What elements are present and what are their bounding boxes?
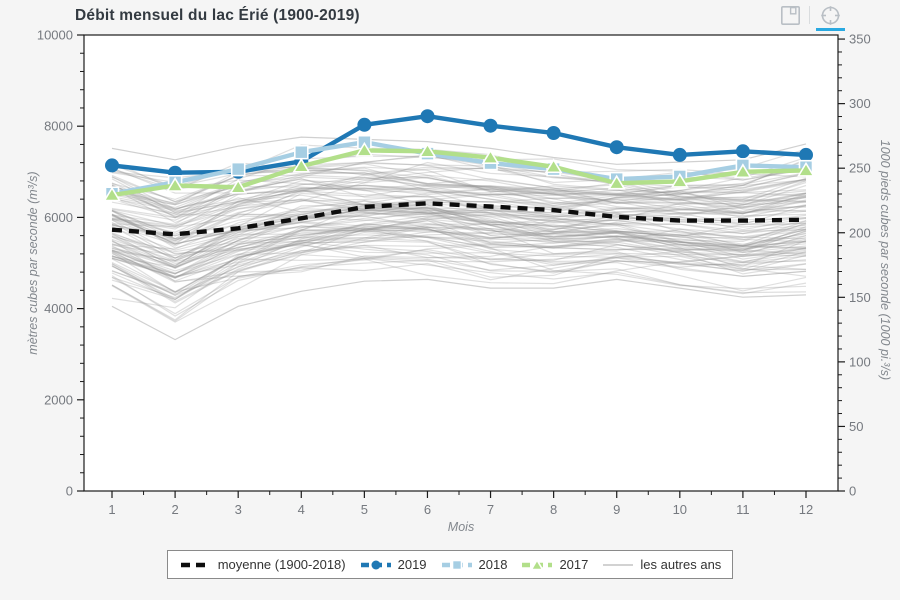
svg-text:12: 12 bbox=[799, 502, 813, 517]
legend-item-2017[interactable]: 2017 bbox=[520, 557, 588, 572]
svg-text:6000: 6000 bbox=[44, 210, 73, 225]
svg-text:350: 350 bbox=[849, 32, 871, 47]
svg-text:300: 300 bbox=[849, 96, 871, 111]
legend-swatch bbox=[180, 562, 211, 567]
svg-text:9: 9 bbox=[613, 502, 620, 517]
svg-text:10: 10 bbox=[673, 502, 687, 517]
svg-text:200: 200 bbox=[849, 225, 871, 240]
svg-text:0: 0 bbox=[66, 484, 73, 499]
svg-text:11: 11 bbox=[736, 502, 750, 517]
right-axis-title: 1000 pieds cubes par seconde (1000 pi.³/… bbox=[878, 140, 892, 380]
legend-label: 2019 bbox=[397, 557, 427, 572]
svg-text:3: 3 bbox=[235, 502, 242, 517]
svg-text:4000: 4000 bbox=[44, 301, 73, 316]
legend-label: 2018 bbox=[478, 557, 508, 572]
legend-swatch bbox=[360, 560, 391, 569]
svg-text:4: 4 bbox=[298, 502, 305, 517]
series-moyenne-1900-2018- bbox=[111, 201, 807, 237]
legend-swatch bbox=[522, 557, 553, 570]
legend-label: moyenne (1900-2018) bbox=[217, 557, 346, 572]
svg-text:1: 1 bbox=[108, 502, 115, 517]
svg-text:10000: 10000 bbox=[37, 28, 73, 43]
svg-text:150: 150 bbox=[849, 290, 871, 305]
plot-area[interactable] bbox=[84, 35, 838, 491]
svg-text:250: 250 bbox=[849, 161, 871, 176]
legend-label: 2017 bbox=[559, 557, 589, 572]
flow-chart[interactable]: 0 2000 4000 6000 8000 10000 0 50 100 150 200 250 300… bbox=[0, 0, 900, 545]
svg-text:5: 5 bbox=[361, 502, 368, 517]
legend-wrap: moyenne (1900-2018) 2019 2018 2017 les autre… bbox=[0, 550, 900, 579]
left-axis-title: mètres cubes par seconde (m³/s) bbox=[26, 171, 40, 354]
crosshair-circle-icon bbox=[821, 6, 840, 25]
legend-item-2018[interactable]: 2018 bbox=[440, 557, 508, 572]
svg-text:100: 100 bbox=[849, 354, 871, 369]
svg-text:0: 0 bbox=[849, 484, 856, 499]
svg-text:8000: 8000 bbox=[44, 119, 73, 134]
legend-item-moyenne-1900-2018-[interactable]: moyenne (1900-2018) bbox=[179, 557, 346, 572]
legend-swatch bbox=[441, 559, 472, 570]
svg-text:6: 6 bbox=[424, 502, 431, 517]
x-axis-title: Mois bbox=[448, 520, 474, 534]
svg-text:2000: 2000 bbox=[44, 392, 73, 407]
legend-item-2019[interactable]: 2019 bbox=[359, 557, 427, 572]
axes: 0 2000 4000 6000 8000 10000 0 50 100 150 200 250 300… bbox=[26, 28, 892, 535]
toolbar-separator bbox=[809, 6, 810, 24]
legend-swatch bbox=[603, 563, 634, 566]
legend-item-les-autres-ans[interactable]: les autres ans bbox=[601, 557, 721, 572]
svg-text:2: 2 bbox=[171, 502, 178, 517]
floppy-disk-icon bbox=[780, 5, 800, 25]
chart-legend: moyenne (1900-2018) 2019 2018 2017 les autre… bbox=[166, 550, 734, 579]
chart-toolbar bbox=[778, 3, 845, 31]
pan-zoom-button[interactable] bbox=[816, 3, 845, 31]
svg-text:50: 50 bbox=[849, 419, 863, 434]
page-title: Débit mensuel du lac Érié (1900-2019) bbox=[75, 7, 360, 24]
svg-text:8: 8 bbox=[550, 502, 557, 517]
legend-label: les autres ans bbox=[640, 557, 722, 572]
series-2017 bbox=[103, 141, 815, 202]
save-button[interactable] bbox=[778, 3, 803, 31]
svg-text:7: 7 bbox=[487, 502, 494, 517]
